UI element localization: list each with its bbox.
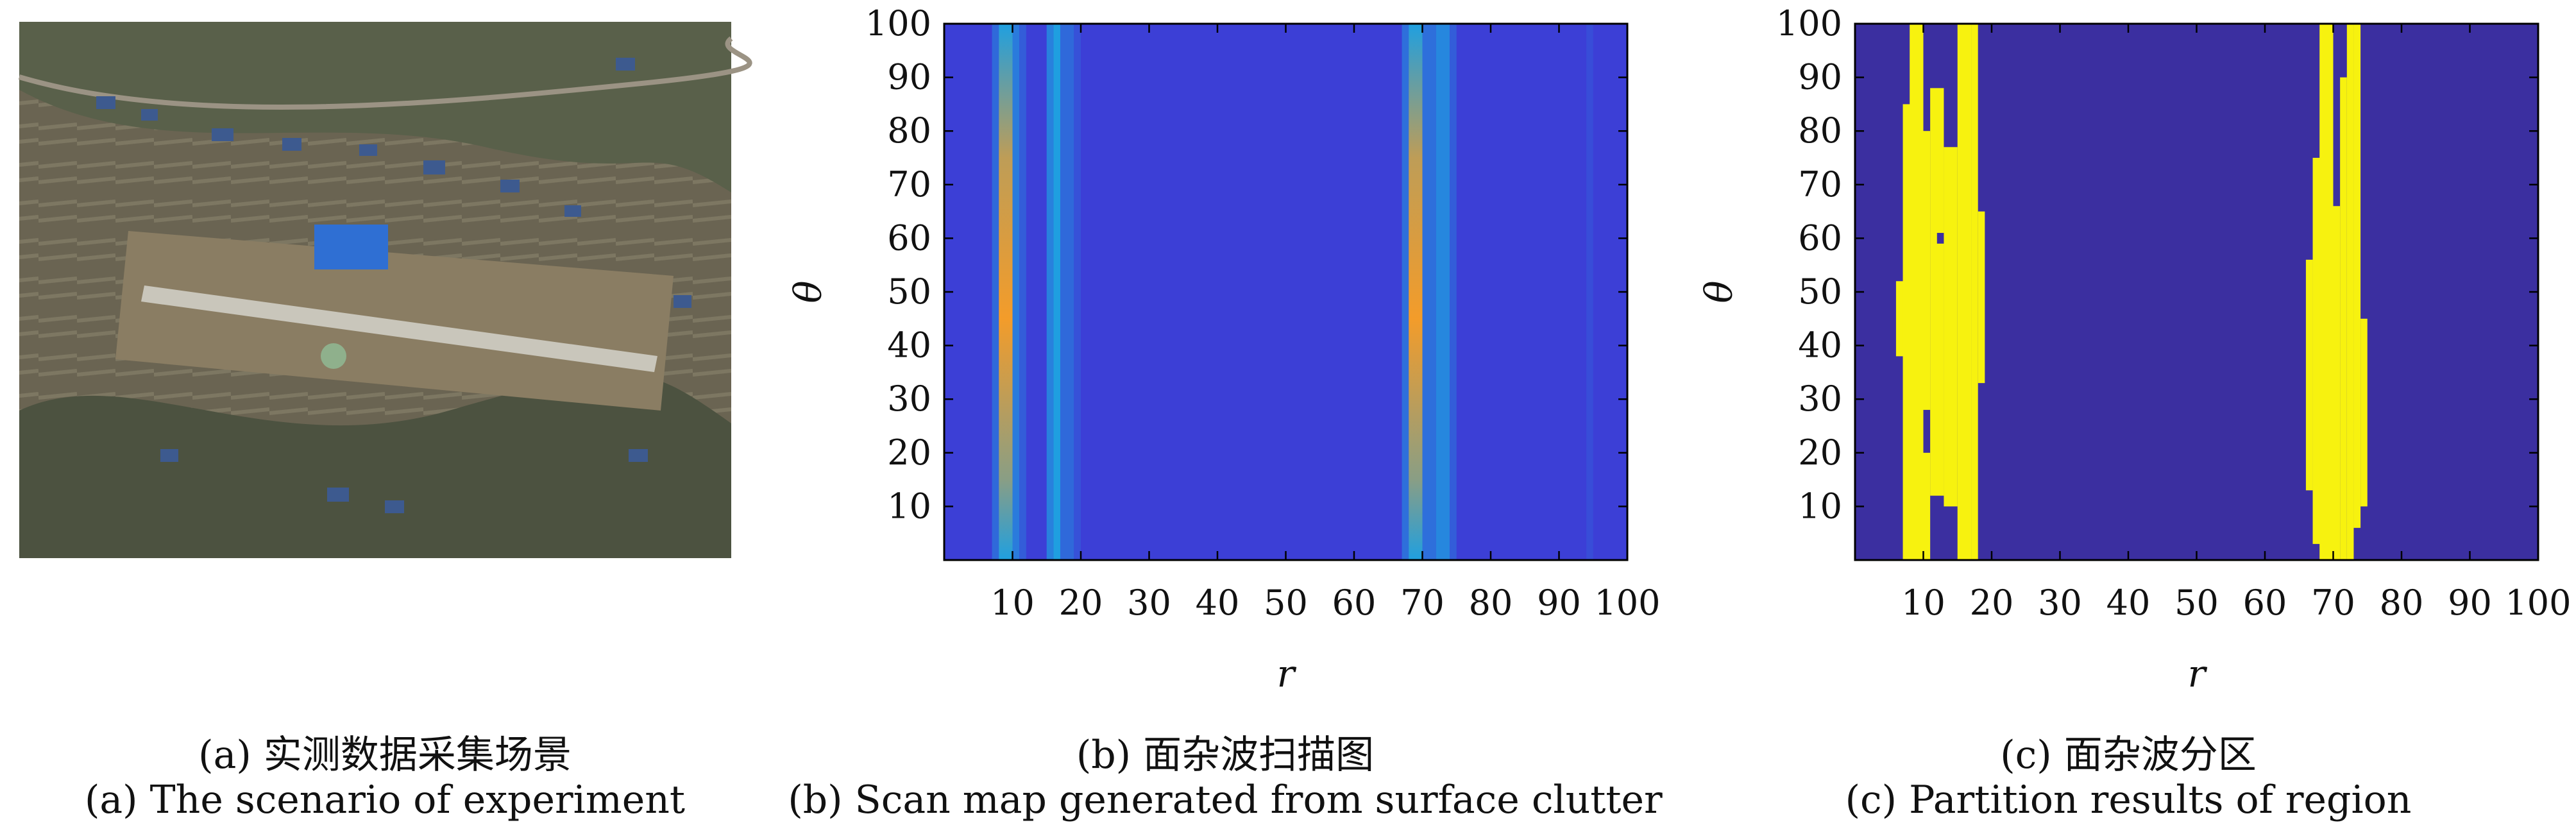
chart-b-column xyxy=(1074,24,1081,560)
chart-b-column xyxy=(1012,24,1020,560)
chart-b-column xyxy=(1436,24,1450,560)
chart-b-column xyxy=(1422,24,1436,560)
aerial-photo xyxy=(18,22,752,558)
chart-c-xtick-label: 60 xyxy=(2243,583,2287,623)
chart-c-region xyxy=(2333,206,2341,560)
chart-b-column xyxy=(1019,24,1026,560)
chart-c-xtick-label: 100 xyxy=(2505,583,2571,623)
chart-b-xtick-label: 40 xyxy=(1196,583,1240,623)
chart-b-column xyxy=(1402,24,1409,560)
chart-b-column xyxy=(1060,24,1074,560)
chart-c-region xyxy=(1930,88,1944,496)
panel-b-scan-map: 10 20 30 40 50 60 70 80 90 100 10 20 30 40 50 60 70 80 90 1… xyxy=(770,0,1681,825)
chart-c-xtick-label: 30 xyxy=(2038,583,2082,623)
chart-b-ylabel: θ xyxy=(786,281,830,303)
chart-b-xtick-label: 60 xyxy=(1332,583,1377,623)
chart-b-column xyxy=(1586,24,1593,560)
caption-b-en: (b) Scan map generated from surface clut… xyxy=(788,778,1663,822)
chart-b-ytick-label: 10 xyxy=(887,486,931,526)
village-buildings xyxy=(96,58,691,513)
chart-c-region xyxy=(1957,24,1972,560)
road xyxy=(18,36,752,110)
chart-b-xtick-label: 100 xyxy=(1594,583,1660,623)
chart-c-region xyxy=(2360,318,2368,507)
chart-c-ytick-label: 50 xyxy=(1798,271,1842,312)
chart-c-region xyxy=(1978,211,1985,384)
chart-b-ytick-label: 60 xyxy=(887,217,931,258)
chart-c-ytick-label: 90 xyxy=(1798,57,1842,98)
chart-c-region xyxy=(1910,24,1924,560)
chart-c-ylabel: θ xyxy=(1697,281,1741,303)
chart-b-ytick-label: 90 xyxy=(887,57,931,98)
chart-c-xtick-label: 70 xyxy=(2311,583,2355,623)
chart-b-xtick-label: 80 xyxy=(1469,583,1513,623)
chart-c-xtick-label: 10 xyxy=(1901,583,1945,623)
chart-b-xtick-label: 90 xyxy=(1537,583,1581,623)
chart-c-region xyxy=(2346,24,2354,560)
chart-b-ytick-label: 100 xyxy=(865,3,931,44)
caption-c-zh: (c) 面杂波分区 xyxy=(2000,733,2257,778)
chart-c-region xyxy=(1923,452,1931,560)
partition-chart: 10 20 30 40 50 60 70 80 90 100 10 20 30 40 50 60 70 80 90 1… xyxy=(1697,3,2572,695)
caption-c-en: (c) Partition results of region xyxy=(1845,778,2412,822)
chart-c-ytick-label: 10 xyxy=(1798,486,1842,526)
chart-c-region xyxy=(1971,24,1978,560)
chart-c-region xyxy=(2319,24,2334,560)
chart-c-xlabel: r xyxy=(2188,652,2208,695)
chart-c-xtick-label: 80 xyxy=(2380,583,2424,623)
chart-b-xtick-label: 10 xyxy=(990,583,1035,623)
chart-c-xtick-label: 50 xyxy=(2174,583,2219,623)
chart-b-ytick-label: 30 xyxy=(887,378,931,419)
chart-c-xtick-label: 40 xyxy=(2106,583,2151,623)
helipad xyxy=(321,343,346,369)
chart-c-hole xyxy=(1936,233,1944,244)
chart-b-xtick-label: 50 xyxy=(1264,583,1308,623)
chart-c-ytick-label: 80 xyxy=(1798,110,1842,151)
chart-c-ytick-label: 100 xyxy=(1776,3,1842,44)
chart-b-column xyxy=(1053,24,1061,560)
chart-c-region xyxy=(1923,131,1931,410)
panel-a-scenario: (a) 实测数据采集场景 (a) The scenario of experim… xyxy=(0,0,770,825)
chart-b-xtick-label: 70 xyxy=(1400,583,1445,623)
chart-b-ytick-label: 70 xyxy=(887,164,931,205)
chart-c-ytick-label: 20 xyxy=(1798,432,1842,473)
chart-b-ytick-label: 80 xyxy=(887,110,931,151)
caption-a-zh: (a) 实测数据采集场景 xyxy=(198,733,572,778)
panel-c-partition: 10 20 30 40 50 60 70 80 90 100 10 20 30 40 50 60 70 80 90 1… xyxy=(1681,0,2576,825)
chart-b-ytick-label: 40 xyxy=(887,325,931,366)
chart-c-region xyxy=(2305,259,2313,491)
runway xyxy=(141,285,657,372)
chart-b-column xyxy=(1046,24,1054,560)
chart-b-column xyxy=(1450,24,1457,560)
caption-a-en: (a) The scenario of experiment xyxy=(85,778,685,822)
chart-c-ytick-label: 30 xyxy=(1798,378,1842,419)
chart-b-column xyxy=(999,24,1013,560)
chart-c-xtick-label: 90 xyxy=(2448,583,2492,623)
chart-b-ytick-label: 20 xyxy=(887,432,931,473)
caption-b-zh: (b) 面杂波扫描图 xyxy=(1076,733,1375,778)
chart-c-ytick-label: 60 xyxy=(1798,217,1842,258)
chart-b-xtick-label: 30 xyxy=(1127,583,1171,623)
vegetation-south xyxy=(19,373,731,558)
scan-map-chart: 10 20 30 40 50 60 70 80 90 100 10 20 30 40 50 60 70 80 90 1… xyxy=(786,3,1661,695)
chart-b-ytick-label: 50 xyxy=(887,271,931,312)
chart-b-xtick-label: 20 xyxy=(1059,583,1103,623)
chart-b-column xyxy=(992,24,999,560)
chart-c-region xyxy=(2353,24,2361,528)
chart-b-xlabel: r xyxy=(1277,652,1297,695)
chart-c-region xyxy=(1944,147,1958,507)
hangar-roof xyxy=(314,225,388,269)
chart-b-column xyxy=(1409,24,1423,560)
chart-c-region xyxy=(2340,77,2347,561)
chart-c-ytick-label: 70 xyxy=(1798,164,1842,205)
chart-c-ytick-label: 40 xyxy=(1798,325,1842,366)
chart-c-xtick-label: 20 xyxy=(1970,583,2014,623)
